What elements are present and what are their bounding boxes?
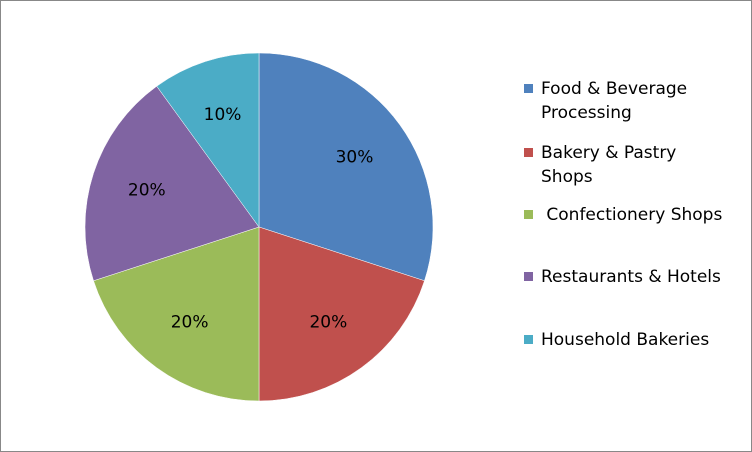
pie-slice-bakery-pastry xyxy=(258,226,425,402)
data-label-restaurants-hotels: 20% xyxy=(128,181,166,201)
legend-swatch xyxy=(524,335,533,344)
legend-swatch xyxy=(524,148,533,157)
legend-swatch xyxy=(524,84,533,93)
legend-item-household-bakeries: Household Bakeries xyxy=(524,328,731,352)
legend-label: Restaurants & Hotels xyxy=(541,267,721,287)
legend-label: Household Bakeries xyxy=(541,330,710,350)
legend-label: Bakery & Pastry Shops xyxy=(541,143,682,187)
legend-label: Confectionery Shops xyxy=(541,205,723,225)
legend-item-confectionery: Confectionery Shops xyxy=(524,203,731,227)
legend-swatch xyxy=(524,210,533,219)
legend-item-restaurants-hotels: Restaurants & Hotels xyxy=(524,265,731,289)
data-label-bakery-pastry: 20% xyxy=(309,312,347,332)
data-label-household-bakeries: 10% xyxy=(204,105,242,125)
legend-item-bakery-pastry: Bakery & Pastry Shops xyxy=(524,141,731,189)
pie-slice-food-beverage xyxy=(258,52,434,282)
data-label-food-beverage: 30% xyxy=(336,148,374,168)
data-label-confectionery: 20% xyxy=(171,312,209,332)
pie-slice-household-bakeries xyxy=(156,52,260,228)
legend-swatch xyxy=(524,272,533,281)
pie-slice-confectionery xyxy=(93,226,260,402)
legend-label: Food & Beverage Processing xyxy=(541,79,693,123)
pie-slice-restaurants-hotels xyxy=(84,85,260,282)
legend-item-food-beverage: Food & Beverage Processing xyxy=(524,77,731,125)
